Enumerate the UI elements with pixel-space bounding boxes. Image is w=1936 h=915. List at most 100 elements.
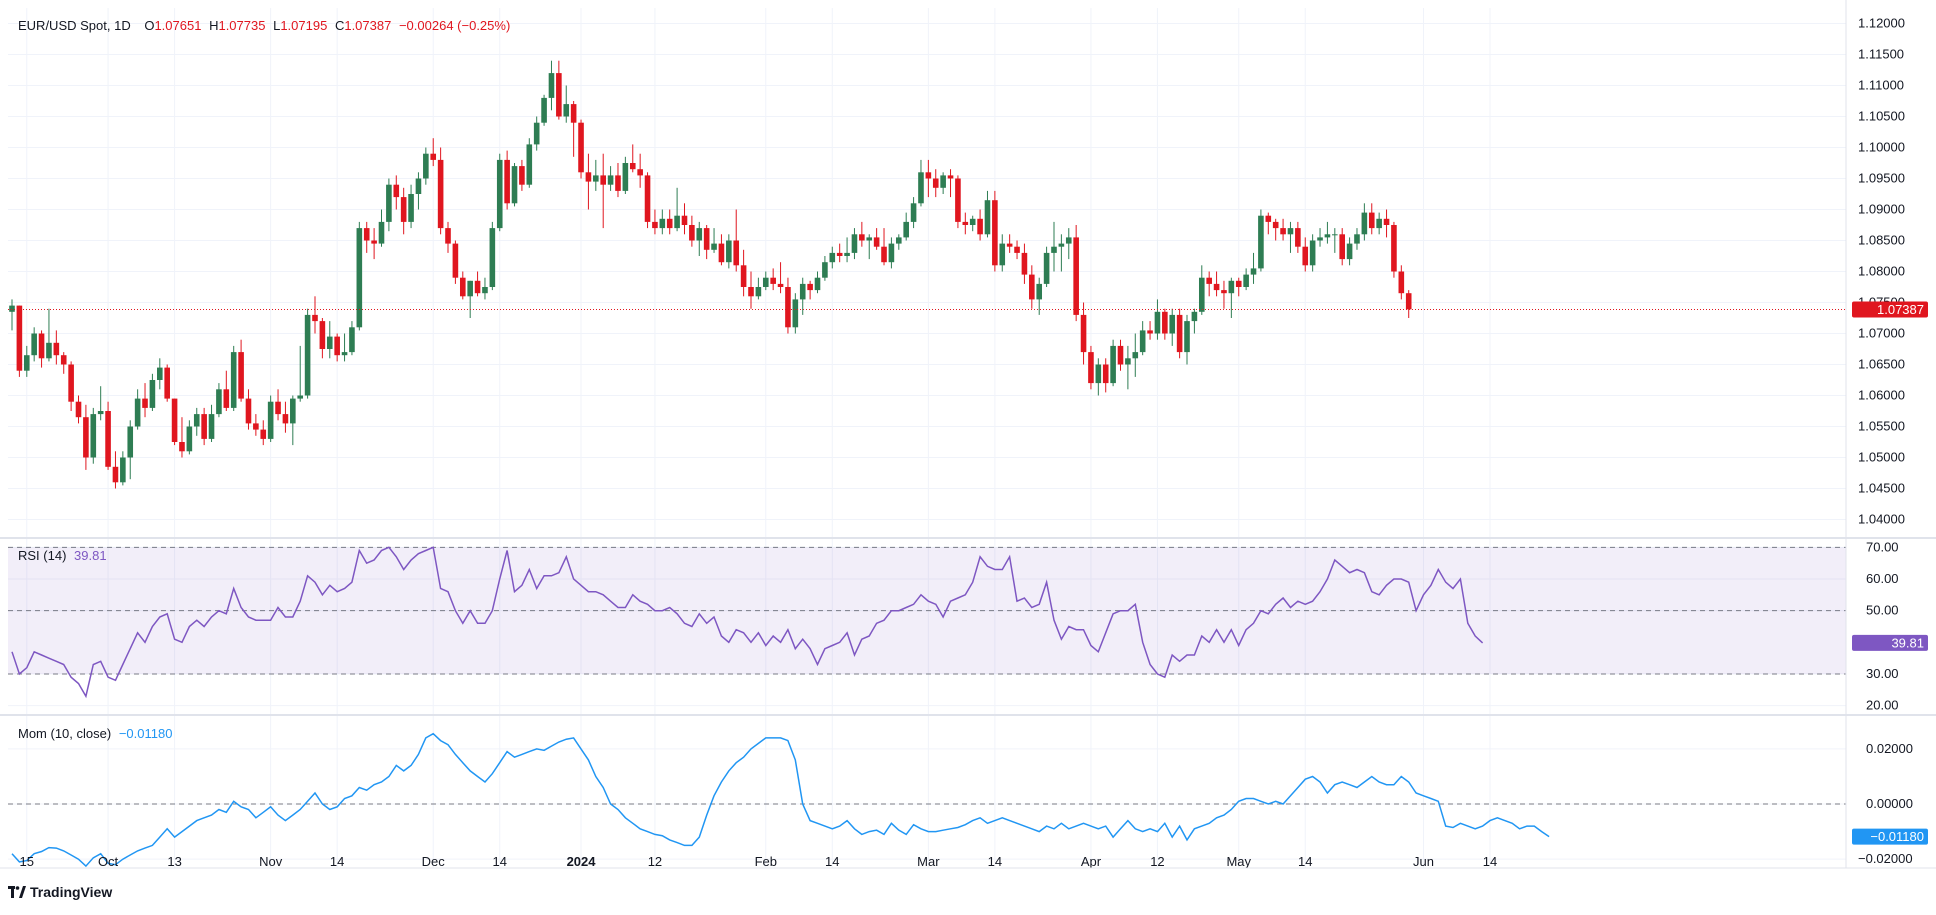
candle-body: [1110, 345, 1116, 384]
candle: [16, 305, 23, 377]
candle-body: [1368, 212, 1375, 229]
candle-body: [267, 401, 274, 439]
candle: [1346, 237, 1353, 266]
candle-body: [326, 336, 333, 349]
candle-body: [726, 240, 732, 263]
candle-body: [1080, 314, 1087, 353]
candle-body: [1213, 283, 1220, 291]
candle-body: [1309, 240, 1316, 266]
candle-body: [541, 97, 547, 123]
candle: [822, 256, 828, 281]
ohlc-open: O1.07651: [144, 18, 202, 33]
candle-body: [873, 237, 880, 247]
candle: [1058, 234, 1065, 272]
candle: [578, 119, 584, 179]
time-tick-label: Mar: [917, 854, 940, 869]
candle-body: [452, 243, 459, 278]
candle-body: [578, 122, 584, 173]
candle-body: [297, 395, 304, 399]
candle-body: [829, 252, 836, 263]
candle-body: [940, 175, 946, 188]
price-tick-label: 1.04500: [1858, 481, 1905, 496]
candle-body: [68, 364, 74, 402]
candle: [393, 175, 400, 210]
candle: [1235, 277, 1242, 297]
candle: [903, 212, 909, 241]
candle: [992, 190, 998, 272]
candle: [275, 389, 281, 421]
price-tick-label: 1.10000: [1858, 140, 1905, 155]
candle: [511, 163, 518, 207]
candle-body: [127, 426, 134, 458]
candle: [1280, 218, 1286, 241]
candle-body: [755, 287, 762, 297]
candle: [836, 243, 843, 263]
candle-body: [445, 228, 451, 244]
candle: [1095, 358, 1102, 396]
pane-dividers[interactable]: [0, 0, 1936, 869]
candle: [1154, 299, 1161, 340]
candle-body: [423, 153, 429, 179]
candle-body: [607, 175, 614, 185]
candle: [445, 221, 451, 253]
ohlc-low: L1.07195: [273, 18, 328, 33]
candle: [267, 395, 274, 442]
time-tick-label: 14: [1483, 854, 1497, 869]
candle-body: [1317, 237, 1323, 241]
rsi-tick-label: 30.00: [1866, 666, 1899, 681]
time-tick-label: 13: [167, 854, 181, 869]
candle: [910, 197, 917, 229]
rsi-legend: RSI (14) 39.81: [18, 548, 111, 563]
candle: [1036, 277, 1043, 315]
candle: [312, 296, 318, 334]
momentum-line: [11, 732, 1550, 868]
candle-body: [1125, 358, 1131, 365]
symbol-label[interactable]: EUR/USD Spot, 1D: [18, 18, 131, 33]
candle: [977, 209, 983, 241]
candle: [400, 187, 407, 235]
candle: [1354, 228, 1360, 250]
candle-body: [1095, 364, 1102, 384]
candle-body: [1147, 330, 1153, 334]
ohlc-change: −0.00264 (−0.25%): [398, 18, 511, 33]
time-tick-label: 14: [988, 854, 1002, 869]
price-tick-label: 1.05000: [1858, 450, 1905, 465]
tradingview-brand[interactable]: TradingView: [8, 884, 112, 900]
candle: [378, 209, 385, 247]
candle: [245, 389, 252, 430]
time-tick-label: Nov: [259, 854, 283, 869]
candle: [1383, 209, 1390, 238]
candle-body: [1014, 246, 1020, 253]
candle: [726, 234, 732, 269]
candle: [1043, 246, 1050, 287]
candle-body: [992, 200, 998, 266]
candle-body: [888, 243, 895, 263]
candle: [120, 451, 126, 486]
candle: [371, 228, 377, 260]
candle: [541, 94, 547, 126]
candle-body: [1243, 274, 1249, 287]
candle: [1391, 221, 1397, 278]
candle-body: [31, 333, 37, 356]
candle: [792, 293, 799, 334]
candle-body: [83, 417, 89, 458]
candle-body: [1139, 330, 1146, 353]
candle: [615, 163, 621, 198]
candle: [216, 383, 222, 418]
candle-body: [593, 175, 599, 182]
candle: [1332, 228, 1338, 253]
candle-body: [16, 305, 23, 371]
candle: [1272, 218, 1279, 241]
candle-body: [792, 299, 799, 328]
candle-body: [1088, 352, 1094, 384]
candle: [164, 364, 170, 402]
candle-body: [223, 389, 230, 408]
candle-body: [149, 380, 156, 408]
candle: [97, 386, 104, 421]
candle-body: [918, 172, 924, 204]
candle: [186, 420, 193, 455]
candlestick-series: [9, 60, 1412, 489]
rsi-legend-name[interactable]: RSI (14): [18, 548, 67, 563]
mom-legend-name[interactable]: Mom (10, close): [18, 726, 112, 741]
